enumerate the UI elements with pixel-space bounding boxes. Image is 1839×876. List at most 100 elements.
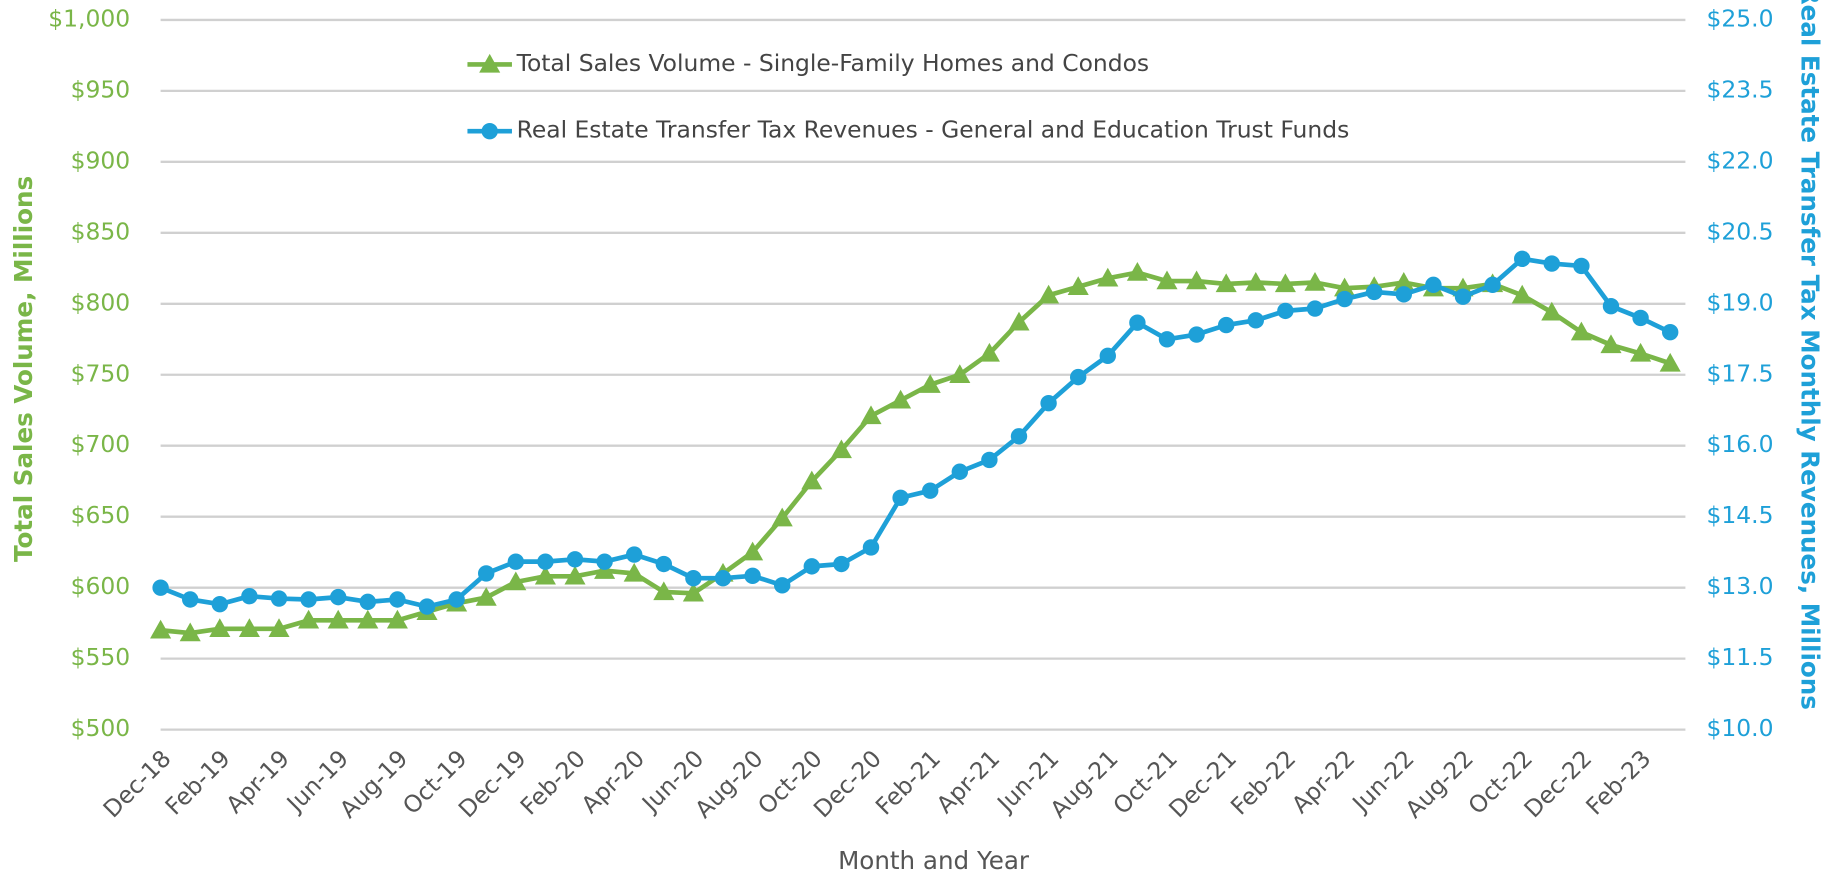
x-tick-label: Apr-21 bbox=[931, 744, 1005, 818]
marker bbox=[1541, 301, 1563, 321]
marker bbox=[1454, 288, 1472, 305]
y2-tick-label: $14.5 bbox=[1706, 501, 1773, 529]
marker bbox=[742, 541, 764, 561]
x-tick-label: Apr-19 bbox=[220, 744, 294, 818]
y-tick-label: $950 bbox=[71, 75, 131, 103]
series-line bbox=[159, 256, 1672, 609]
marker bbox=[1513, 250, 1531, 268]
marker bbox=[359, 593, 377, 611]
x-tick-label: Feb-23 bbox=[1580, 744, 1656, 820]
y-tick-label: $500 bbox=[71, 714, 131, 742]
marker bbox=[685, 570, 702, 587]
marker bbox=[475, 587, 497, 606]
y2-tick-label: $25.0 bbox=[1706, 4, 1773, 32]
marker bbox=[860, 405, 882, 425]
marker bbox=[505, 571, 527, 591]
y-tick-label: $850 bbox=[71, 217, 131, 245]
y-tick-label: $1,000 bbox=[48, 4, 130, 32]
marker bbox=[1188, 326, 1205, 343]
marker bbox=[626, 546, 643, 563]
y-tick-label: $650 bbox=[71, 501, 131, 529]
marker bbox=[152, 579, 169, 596]
marker bbox=[1215, 273, 1237, 293]
marker bbox=[1543, 255, 1560, 272]
marker bbox=[596, 553, 613, 570]
marker bbox=[268, 618, 290, 638]
marker bbox=[655, 555, 673, 573]
marker bbox=[182, 591, 199, 608]
marker bbox=[1304, 271, 1326, 291]
marker bbox=[1156, 270, 1178, 290]
marker bbox=[1126, 262, 1148, 281]
marker bbox=[537, 553, 554, 570]
marker bbox=[981, 451, 998, 469]
x-tick-label: Dec-18 bbox=[98, 744, 177, 823]
marker bbox=[653, 581, 675, 601]
y-tick-label: $550 bbox=[71, 643, 131, 671]
marker bbox=[1570, 321, 1592, 341]
marker bbox=[1336, 290, 1353, 308]
marker bbox=[1067, 276, 1089, 295]
marker bbox=[1334, 277, 1356, 297]
marker bbox=[241, 587, 258, 605]
marker bbox=[1511, 284, 1533, 304]
marker bbox=[949, 364, 971, 383]
marker bbox=[771, 507, 793, 527]
x-tick-label: Dec-22 bbox=[1518, 744, 1597, 823]
legend-label: Real Estate Transfer Tax Revenues - Gene… bbox=[517, 116, 1350, 144]
marker bbox=[418, 598, 436, 615]
marker bbox=[1245, 271, 1267, 291]
y2-tick-label: $13.0 bbox=[1706, 572, 1773, 600]
marker bbox=[1038, 284, 1060, 304]
marker bbox=[919, 374, 941, 393]
marker bbox=[623, 562, 645, 582]
marker bbox=[300, 591, 317, 608]
y2-tick-label: $11.5 bbox=[1706, 643, 1773, 671]
marker bbox=[238, 618, 260, 638]
marker bbox=[150, 619, 172, 639]
marker bbox=[1010, 428, 1028, 445]
y-axis-title: Total Sales Volume, Millions bbox=[9, 176, 38, 562]
y-tick-label: $750 bbox=[71, 359, 131, 387]
marker bbox=[566, 551, 584, 568]
y2-tick-label: $20.5 bbox=[1706, 217, 1773, 245]
marker bbox=[564, 565, 586, 585]
legend-label: Total Sales Volume - Single-Family Homes… bbox=[516, 49, 1149, 77]
marker bbox=[744, 567, 761, 585]
marker bbox=[922, 482, 939, 499]
marker bbox=[1632, 309, 1649, 327]
x-tick-label: Apr-22 bbox=[1286, 744, 1360, 818]
marker bbox=[1040, 394, 1057, 412]
marker bbox=[211, 596, 229, 613]
marker bbox=[1573, 257, 1590, 275]
y2-tick-label: $23.5 bbox=[1706, 75, 1773, 103]
marker bbox=[1630, 342, 1652, 362]
series-line bbox=[160, 270, 1671, 636]
marker bbox=[1277, 302, 1294, 320]
marker bbox=[1070, 368, 1087, 386]
y-tick-label: $800 bbox=[71, 288, 131, 316]
marker bbox=[1661, 323, 1679, 341]
marker bbox=[1099, 347, 1116, 365]
marker bbox=[1659, 352, 1681, 372]
marker bbox=[209, 618, 231, 638]
marker bbox=[833, 555, 850, 573]
x-axis-title: Month and Year bbox=[838, 846, 1030, 875]
y2-tick-label: $17.5 bbox=[1706, 359, 1773, 387]
marker bbox=[478, 565, 495, 582]
x-tick-label: Dec-21 bbox=[1163, 744, 1242, 823]
marker bbox=[357, 609, 379, 629]
marker bbox=[951, 463, 968, 480]
marker bbox=[386, 609, 408, 629]
y-tick-label: $900 bbox=[71, 146, 131, 174]
marker bbox=[714, 570, 732, 587]
x-tick-label: Feb-20 bbox=[515, 744, 591, 820]
marker bbox=[1274, 273, 1296, 293]
marker bbox=[270, 590, 288, 607]
x-tick-label: Dec-19 bbox=[453, 744, 532, 823]
marker bbox=[448, 591, 465, 608]
marker bbox=[862, 539, 880, 556]
marker bbox=[1306, 300, 1324, 317]
marker bbox=[1217, 316, 1235, 334]
